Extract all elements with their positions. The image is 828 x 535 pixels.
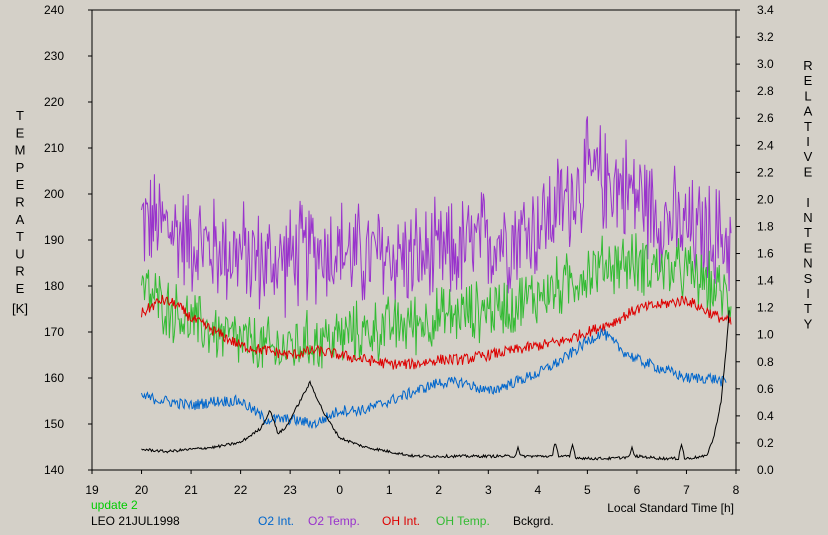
x-axis-ticks: 19 20 21 22 23 0 1 2 3 4 5 6 7 8 xyxy=(85,470,740,497)
right-tick-label: 0.6 xyxy=(757,382,774,396)
x-tick-label: 7 xyxy=(683,483,690,497)
x-tick-label: 2 xyxy=(435,483,442,497)
legend-o2-temp: O2 Temp. xyxy=(308,514,360,528)
right-axis-title-letter: E xyxy=(804,73,813,88)
right-tick-label: 2.0 xyxy=(757,192,774,206)
right-tick-label: 3.4 xyxy=(757,3,774,17)
right-axis-title-letter: I xyxy=(806,286,810,301)
left-tick-label: 210 xyxy=(44,141,64,155)
x-tick-label: 3 xyxy=(485,483,492,497)
right-axis-title-letter: T xyxy=(804,301,812,316)
left-tick-label: 230 xyxy=(44,49,64,63)
right-tick-label: 2.4 xyxy=(757,138,774,152)
right-tick-label: 3.2 xyxy=(757,30,774,44)
series-layer xyxy=(141,116,732,461)
update-label: update 2 xyxy=(91,498,138,512)
legend-oh-temp: OH Temp. xyxy=(436,514,490,528)
right-tick-label: 1.2 xyxy=(757,301,774,315)
legend-bckgrd: Bckgrd. xyxy=(513,514,554,528)
x-tick-label: 21 xyxy=(184,483,198,497)
right-axis-title-letter: V xyxy=(804,149,813,164)
series-line-o2-temp xyxy=(141,116,732,318)
x-tick-label: 5 xyxy=(584,483,591,497)
left-axis-title-letter: M xyxy=(15,143,26,158)
x-tick-label: 1 xyxy=(386,483,393,497)
left-tick-label: 240 xyxy=(44,3,64,17)
left-axis-title-letter: T xyxy=(16,229,24,244)
right-axis-title-letter: N xyxy=(803,256,812,271)
left-tick-label: 160 xyxy=(44,371,64,385)
left-tick-label: 150 xyxy=(44,417,64,431)
right-axis-title-letter: E xyxy=(804,240,813,255)
right-axis-title-letter: R xyxy=(803,58,812,73)
series-line-oh-int xyxy=(141,294,732,370)
left-axis-title-letter: P xyxy=(16,160,25,175)
left-tick-label: 200 xyxy=(44,187,64,201)
x-tick-label: 22 xyxy=(234,483,248,497)
series-line-oh-temp xyxy=(141,233,732,369)
right-tick-label: 0.8 xyxy=(757,355,774,369)
right-axis-title-letter: E xyxy=(804,164,813,179)
left-axis-title-letter: E xyxy=(16,125,25,140)
right-axis-ticks: 0.0 0.2 0.4 0.6 0.8 1.0 1.2 1.4 1.6 1.8 2.0 2.2 2.4 2… xyxy=(736,3,774,477)
right-axis-title-letter: I xyxy=(806,195,810,210)
right-axis-title-letter: T xyxy=(804,225,812,240)
series-line-bckgrd xyxy=(141,310,730,461)
left-axis-title-letter: E xyxy=(16,281,25,296)
right-tick-label: 1.8 xyxy=(757,219,774,233)
right-tick-label: 2.8 xyxy=(757,84,774,98)
left-axis-title-letter: R xyxy=(15,195,24,210)
x-tick-label: 0 xyxy=(336,483,343,497)
right-tick-label: 0.4 xyxy=(757,409,774,423)
x-tick-label: 23 xyxy=(283,483,297,497)
x-tick-label: 19 xyxy=(85,483,99,497)
right-tick-label: 1.4 xyxy=(757,274,774,288)
left-axis-unit: [K] xyxy=(12,301,28,316)
x-axis-label: Local Standard Time [h] xyxy=(607,501,734,515)
right-axis-title-letter: Y xyxy=(804,316,813,331)
right-tick-label: 2.2 xyxy=(757,165,774,179)
station-date-label: LEO 21JUL1998 xyxy=(91,514,180,528)
left-axis-title-letter: U xyxy=(15,246,24,261)
left-tick-label: 220 xyxy=(44,95,64,109)
x-tick-label: 4 xyxy=(535,483,542,497)
left-axis-title-letter: R xyxy=(15,264,24,279)
left-axis-title-letter: A xyxy=(16,212,25,227)
x-tick-label: 20 xyxy=(135,483,149,497)
left-tick-label: 140 xyxy=(44,463,64,477)
x-tick-label: 6 xyxy=(634,483,641,497)
right-tick-label: 2.6 xyxy=(757,111,774,125)
left-axis-title-letter: T xyxy=(16,108,24,123)
right-axis-title-letter: I xyxy=(806,134,810,149)
right-axis-title-letter: T xyxy=(804,119,812,134)
left-tick-label: 190 xyxy=(44,233,64,247)
series-line-o2-int xyxy=(141,328,727,429)
right-tick-label: 3.0 xyxy=(757,57,774,71)
left-axis-title-letter: E xyxy=(16,177,25,192)
left-tick-label: 180 xyxy=(44,279,64,293)
right-tick-label: 1.6 xyxy=(757,247,774,261)
x-tick-label: 8 xyxy=(733,483,740,497)
right-axis-title-letter: N xyxy=(803,210,812,225)
right-axis-title-letter: A xyxy=(804,104,813,119)
right-axis-title-letter: L xyxy=(804,88,811,103)
right-axis-title-letter: S xyxy=(804,271,813,286)
right-tick-label: 0.0 xyxy=(757,463,774,477)
legend-o2-int: O2 Int. xyxy=(258,514,295,528)
right-tick-label: 1.0 xyxy=(757,328,774,342)
legend-oh-int: OH Int. xyxy=(382,514,421,528)
left-tick-label: 170 xyxy=(44,325,64,339)
right-tick-label: 0.2 xyxy=(757,436,774,450)
left-axis-ticks: 140 150 160 170 180 190 200 210 220 230 240 xyxy=(44,3,92,477)
